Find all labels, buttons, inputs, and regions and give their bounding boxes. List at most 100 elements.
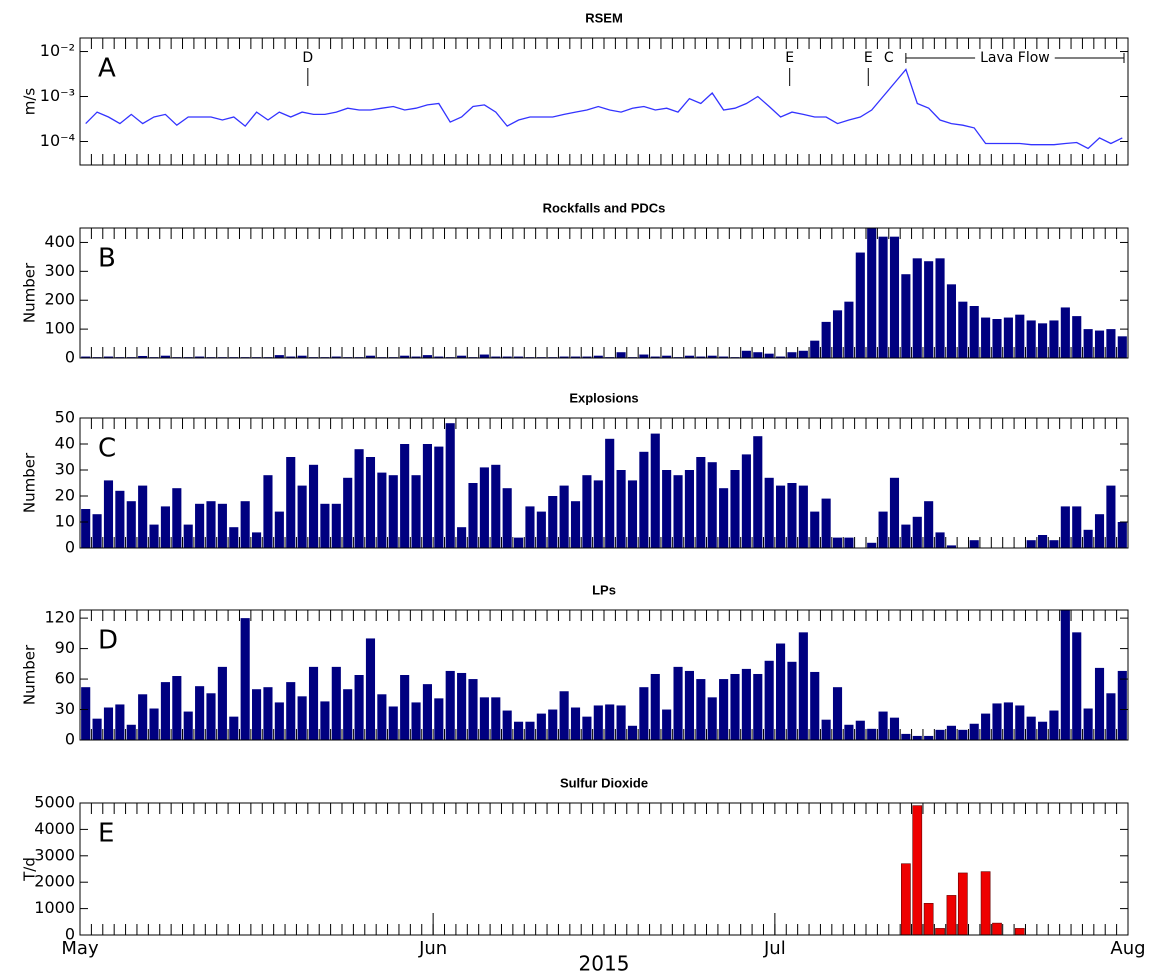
bar: [274, 355, 284, 358]
rsem-line: [85, 68, 1123, 150]
bar: [138, 485, 148, 548]
y-axis-label: Number: [21, 644, 39, 705]
bar: [1026, 716, 1036, 740]
bar: [206, 501, 216, 548]
bar: [582, 716, 592, 740]
bar: [81, 356, 91, 358]
bar: [776, 356, 786, 358]
y-tick-label: 0: [65, 730, 75, 749]
bar: [582, 356, 592, 358]
bar: [605, 438, 615, 548]
bar: [764, 660, 774, 740]
bar: [1072, 316, 1082, 358]
bar: [1117, 522, 1127, 548]
bar: [684, 470, 694, 548]
bar: [320, 701, 330, 740]
bar: [821, 321, 831, 358]
bar: [901, 863, 911, 936]
bar: [570, 707, 581, 740]
bar: [365, 355, 376, 358]
y-tick-label: 120: [44, 608, 75, 627]
bar: [639, 451, 649, 548]
bar: [491, 464, 501, 548]
bar: [878, 511, 888, 548]
bar: [92, 514, 102, 548]
bar: [969, 723, 979, 740]
bar: [696, 356, 706, 358]
bar: [684, 355, 694, 358]
bar: [730, 470, 740, 548]
bar: [1038, 535, 1048, 548]
panel-title: LPs: [592, 582, 616, 597]
bar: [810, 671, 820, 740]
bar: [149, 524, 159, 548]
y-tick-label: 30: [55, 699, 75, 718]
y-tick-label: 50: [55, 408, 75, 427]
bar: [821, 498, 831, 548]
panel-title: Rockfalls and PDCs: [543, 200, 666, 215]
bar: [924, 735, 934, 740]
bar: [491, 697, 501, 740]
bar: [844, 537, 854, 548]
bar: [1094, 514, 1105, 548]
bar: [707, 462, 717, 548]
bar: [753, 673, 763, 740]
bar: [308, 464, 319, 548]
bar: [457, 672, 467, 740]
bar: [616, 352, 626, 358]
y-tick-label: 5000: [34, 793, 75, 812]
bar: [1083, 529, 1093, 548]
bar: [160, 682, 170, 740]
bar: [172, 676, 182, 740]
range-label: Lava Flow: [980, 50, 1050, 66]
y-tick-label: 60: [55, 669, 75, 688]
bar: [1060, 307, 1070, 358]
bar: [1094, 330, 1105, 358]
bar: [240, 501, 250, 548]
bar: [582, 475, 592, 548]
bar: [912, 805, 923, 936]
bar: [445, 423, 455, 548]
bar: [217, 503, 227, 548]
bar: [844, 724, 854, 740]
bar: [992, 922, 1002, 936]
bar: [650, 356, 660, 358]
y-tick-label: 0: [65, 538, 75, 557]
y-tick-label: 20: [55, 486, 75, 505]
bar: [1015, 705, 1025, 740]
bar: [377, 472, 387, 548]
bar: [878, 236, 888, 358]
bar: [593, 705, 603, 740]
bar: [422, 355, 432, 358]
panel-label: A: [98, 54, 116, 84]
bar: [867, 542, 877, 548]
bar: [126, 724, 136, 740]
bar: [855, 720, 865, 740]
bar: [753, 436, 763, 548]
bar: [605, 704, 615, 740]
bar: [1094, 667, 1105, 740]
x-tick-label: Jun: [418, 938, 447, 959]
bar: [889, 477, 900, 548]
bar: [126, 501, 136, 548]
bar: [570, 356, 581, 358]
bar: [639, 354, 649, 358]
panel-title: RSEM: [585, 10, 623, 25]
bar: [457, 355, 467, 358]
bar: [901, 733, 911, 740]
bar: [468, 483, 478, 548]
bar: [776, 485, 786, 548]
bar: [354, 449, 364, 548]
bar: [514, 537, 524, 548]
plot-frame: [79, 37, 1129, 166]
bar: [980, 871, 991, 936]
bar: [662, 709, 672, 740]
bar: [411, 475, 421, 548]
y-tick-label: 2000: [34, 872, 75, 891]
y-tick-label: 3000: [34, 845, 75, 864]
bar: [901, 274, 911, 358]
panel-title: Explosions: [569, 390, 638, 405]
bar: [662, 470, 672, 548]
bar: [559, 485, 569, 548]
bar: [1106, 485, 1116, 548]
